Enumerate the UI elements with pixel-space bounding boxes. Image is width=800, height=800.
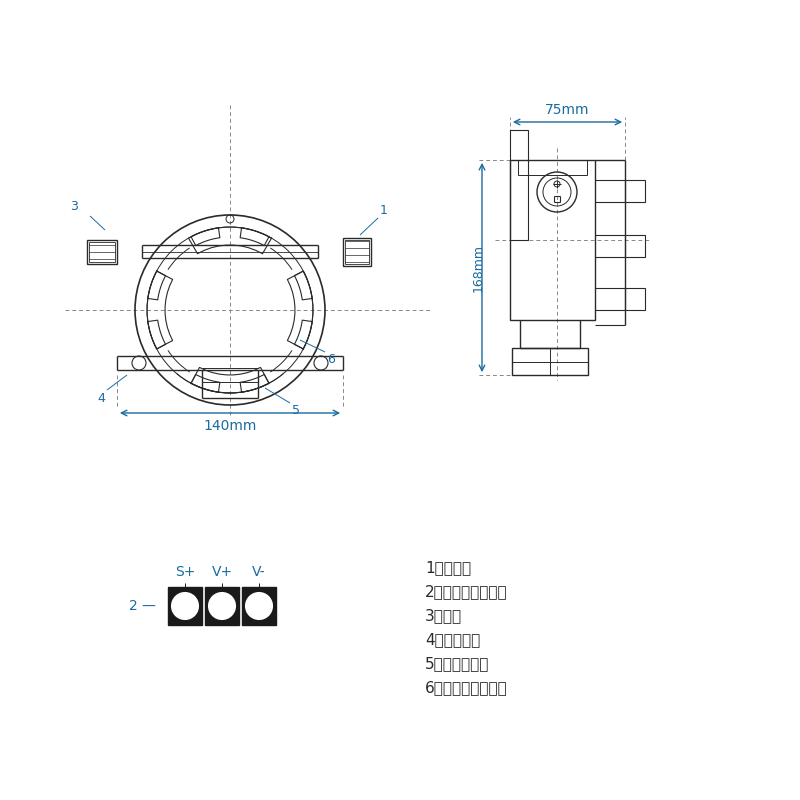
Text: 4: 4 [97,392,105,405]
Text: 6: 6 [327,353,335,366]
Text: 2、变送器接线端子: 2、变送器接线端子 [425,584,508,599]
Text: 1: 1 [380,204,388,217]
Bar [510,130,528,240]
Text: 4、安装支架: 4、安装支架 [425,632,480,647]
Bar [345,240,369,264]
Circle shape [209,593,235,619]
Text: 5、气敏传感器: 5、气敏传感器 [425,656,490,671]
Text: V-: V- [252,565,266,579]
Text: 140mm: 140mm [203,419,257,433]
Bar [242,587,276,625]
Bar [87,240,117,264]
Text: 168mm: 168mm [471,243,485,291]
Text: 2 —: 2 — [129,599,156,613]
Bar [168,587,202,625]
Bar [625,235,645,257]
Text: 3: 3 [70,200,78,213]
Bar [343,238,371,266]
Bar [512,348,588,375]
Text: 6、传感器接线端子: 6、传感器接线端子 [425,680,508,695]
Bar [510,160,595,320]
Bar [205,587,239,625]
Text: 3、堪头: 3、堪头 [425,608,462,623]
Bar [625,180,645,202]
Text: 1、入线孔: 1、入线孔 [425,560,471,575]
Text: S+: S+ [175,565,195,579]
Circle shape [172,593,198,619]
Bar [89,242,115,262]
Circle shape [246,593,272,619]
Text: 5: 5 [292,404,300,417]
Bar [518,160,587,175]
Text: 75mm: 75mm [546,103,590,117]
Bar [625,288,645,310]
Text: V+: V+ [211,565,233,579]
